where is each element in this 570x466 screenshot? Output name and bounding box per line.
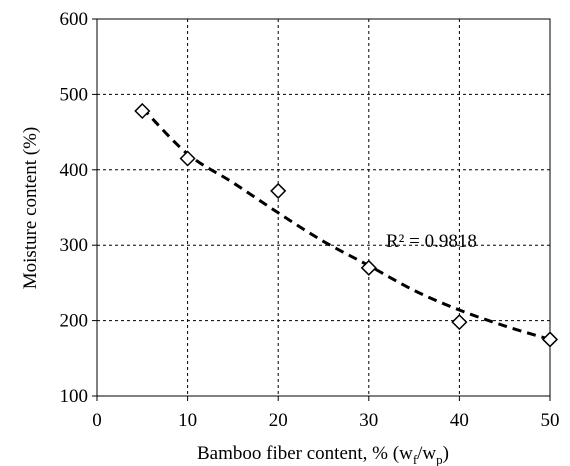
y-tick-label: 300 xyxy=(60,235,89,256)
markers xyxy=(134,102,559,348)
x-axis-title-main: Bamboo fiber content, % (w xyxy=(197,443,413,464)
trendline-group xyxy=(141,106,551,341)
grid xyxy=(97,19,550,396)
r-squared-annotation: R² = 0.9818 xyxy=(386,231,477,252)
y-tick-label: 500 xyxy=(60,84,89,105)
y-tick-label: 200 xyxy=(60,311,89,332)
data-point xyxy=(134,102,151,120)
x-tick-labels: 0 10 20 30 40 50 xyxy=(92,396,560,431)
x-tick-label: 10 xyxy=(178,410,197,431)
data-point xyxy=(179,150,196,167)
x-axis-title: Bamboo fiber content, % (wf/wp) xyxy=(197,443,449,466)
x-tick-label: 30 xyxy=(359,410,378,431)
x-axis-title-sub-p: p xyxy=(436,452,443,466)
x-tick-label: 40 xyxy=(450,410,469,431)
data-point xyxy=(270,182,287,199)
trendline xyxy=(141,106,551,341)
data-point xyxy=(541,331,559,348)
data-point xyxy=(360,259,377,276)
y-tick-label: 600 xyxy=(60,9,89,30)
y-tick-labels: 100 200 300 400 500 600 xyxy=(60,9,97,407)
data-point xyxy=(451,314,468,331)
x-axis-title-end: ) xyxy=(443,443,449,464)
y-tick-label: 100 xyxy=(60,386,89,407)
x-axis-title-mid: /w xyxy=(417,443,436,464)
plot-area xyxy=(96,18,551,397)
x-tick-label: 0 xyxy=(92,410,102,431)
y-axis-title: Moisture content (%) xyxy=(20,127,41,290)
x-axis-title-sub-f: f xyxy=(413,452,418,466)
x-tick-label: 50 xyxy=(541,410,560,431)
y-tick-label: 400 xyxy=(60,160,89,181)
x-tick-label: 20 xyxy=(269,410,288,431)
